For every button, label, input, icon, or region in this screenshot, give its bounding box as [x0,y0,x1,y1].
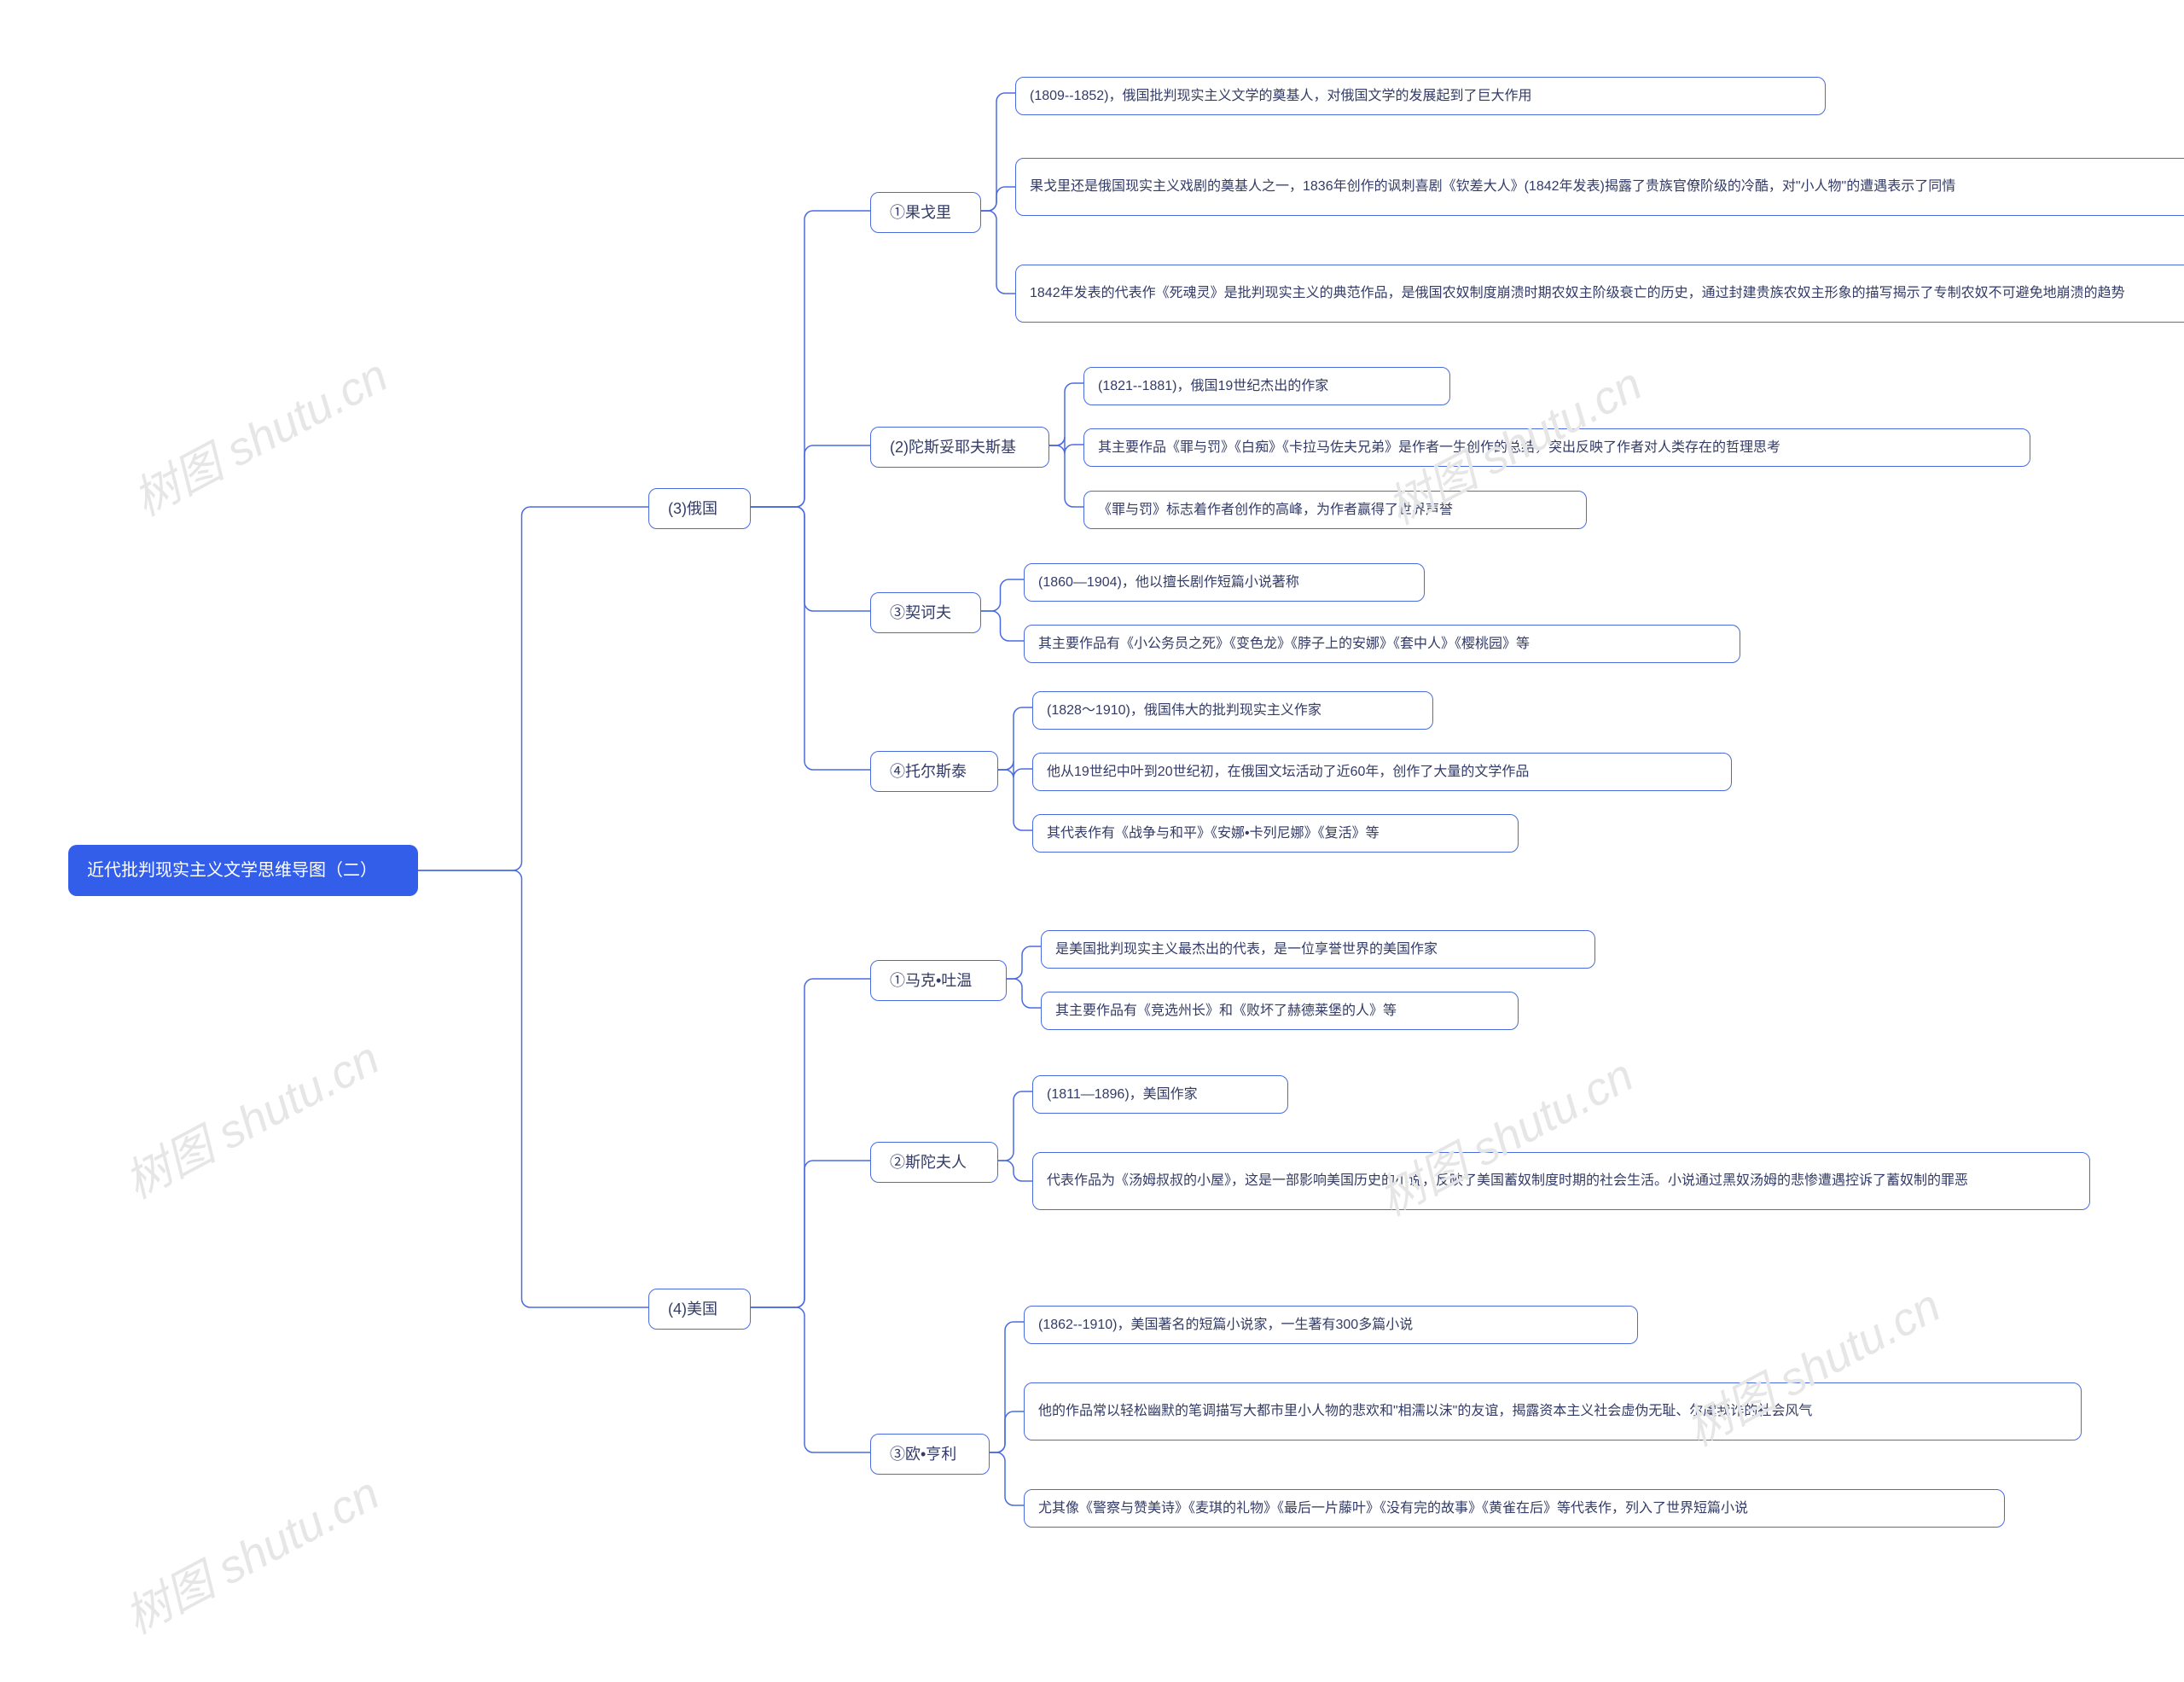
branch-stowe-label: ②斯陀夫人 [890,1151,967,1173]
branch-stowe: ②斯陀夫人 [870,1142,998,1183]
leaf-twain-1-label: 其主要作品有《竞选州长》和《败坏了赫德莱堡的人》等 [1055,1001,1397,1021]
leaf-gogol-1: 果戈里还是俄国现实主义戏剧的奠基人之一，1836年创作的讽刺喜剧《钦差大人》(1… [1015,158,2184,216]
leaf-gogol-2: 1842年发表的代表作《死魂灵》是批判现实主义的典范作品，是俄国农奴制度崩溃时期… [1015,265,2184,323]
leaf-stowe-0-label: (1811—1896)，美国作家 [1047,1085,1198,1104]
leaf-ohenry-1-label: 他的作品常以轻松幽默的笔调描写大都市里小人物的悲欢和"相濡以沫"的友谊，揭露资本… [1038,1401,1812,1421]
branch-dostoevsky: (2)陀斯妥耶夫斯基 [870,427,1049,468]
leaf-gogol-0: (1809--1852)，俄国批判现实主义文学的奠基人，对俄国文学的发展起到了巨… [1015,77,1826,115]
root-node-label: 近代批判现实主义文学思维导图（二） [87,858,377,883]
branch-usa-label: (4)美国 [668,1298,717,1320]
leaf-tolstoy-1: 他从19世纪中叶到20世纪初，在俄国文坛活动了近60年，创作了大量的文学作品 [1032,753,1732,791]
leaf-chekhov-0-label: (1860—1904)，他以擅长剧作短篇小说著称 [1038,573,1299,592]
leaf-twain-0-label: 是美国批判现实主义最杰出的代表，是一位享誉世界的美国作家 [1055,940,1438,959]
watermark: 树图 shutu.cn [119,338,398,528]
leaf-tolstoy-2: 其代表作有《战争与和平》《安娜•卡列尼娜》《复活》等 [1032,814,1519,853]
leaf-ohenry-2-label: 尤其像《警察与赞美诗》《麦琪的礼物》《最后一片藤叶》《没有完的故事》《黄雀在后》… [1038,1499,1748,1518]
leaf-chekhov-1: 其主要作品有《小公务员之死》《变色龙》《脖子上的安娜》《套中人》《樱桃园》等 [1024,625,1740,663]
leaf-tolstoy-1-label: 他从19世纪中叶到20世纪初，在俄国文坛活动了近60年，创作了大量的文学作品 [1047,762,1529,782]
watermark: 树图 shutu.cn [111,1021,389,1211]
leaf-tolstoy-0-label: (1828～1910)，俄国伟大的批判现实主义作家 [1047,701,1321,720]
leaf-chekhov-0: (1860—1904)，他以擅长剧作短篇小说著称 [1024,563,1425,602]
branch-ohenry: ③欧•亨利 [870,1434,990,1475]
leaf-dostoevsky-0-label: (1821--1881)，俄国19世纪杰出的作家 [1098,376,1328,396]
branch-tolstoy-label: ④托尔斯泰 [890,760,967,783]
leaf-stowe-0: (1811—1896)，美国作家 [1032,1075,1288,1114]
branch-usa: (4)美国 [648,1289,751,1330]
leaf-gogol-0-label: (1809--1852)，俄国批判现实主义文学的奠基人，对俄国文学的发展起到了巨… [1030,86,1532,106]
branch-russia: (3)俄国 [648,488,751,529]
root-node: 近代批判现实主义文学思维导图（二） [68,845,418,896]
leaf-twain-0: 是美国批判现实主义最杰出的代表，是一位享誉世界的美国作家 [1041,930,1595,969]
leaf-dostoevsky-2-label: 《罪与罚》标志着作者创作的高峰，为作者赢得了世界声誉 [1098,500,1453,520]
branch-gogol: ①果戈里 [870,192,981,233]
leaf-tolstoy-0: (1828～1910)，俄国伟大的批判现实主义作家 [1032,691,1433,730]
leaf-stowe-1-label: 代表作品为《汤姆叔叔的小屋》，这是一部影响美国历史的小说，反映了美国蓄奴制度时期… [1047,1171,1968,1190]
branch-chekhov: ③契诃夫 [870,592,981,633]
leaf-ohenry-0-label: (1862--1910)，美国著名的短篇小说家，一生著有300多篇小说 [1038,1315,1413,1335]
watermark: 树图 shutu.cn [111,1456,389,1646]
branch-russia-label: (3)俄国 [668,498,717,520]
branch-tolstoy: ④托尔斯泰 [870,751,998,792]
leaf-twain-1: 其主要作品有《竞选州长》和《败坏了赫德莱堡的人》等 [1041,992,1519,1030]
branch-gogol-label: ①果戈里 [890,201,951,224]
leaf-ohenry-1: 他的作品常以轻松幽默的笔调描写大都市里小人物的悲欢和"相濡以沫"的友谊，揭露资本… [1024,1382,2082,1440]
branch-chekhov-label: ③契诃夫 [890,602,951,624]
leaf-ohenry-0: (1862--1910)，美国著名的短篇小说家，一生著有300多篇小说 [1024,1306,1638,1344]
branch-ohenry-label: ③欧•亨利 [890,1443,956,1465]
leaf-ohenry-2: 尤其像《警察与赞美诗》《麦琪的礼物》《最后一片藤叶》《没有完的故事》《黄雀在后》… [1024,1489,2005,1528]
leaf-gogol-2-label: 1842年发表的代表作《死魂灵》是批判现实主义的典范作品，是俄国农奴制度崩溃时期… [1030,283,2125,303]
branch-twain-label: ①马克•吐温 [890,969,972,992]
leaf-dostoevsky-2: 《罪与罚》标志着作者创作的高峰，为作者赢得了世界声誉 [1083,491,1587,529]
leaf-chekhov-1-label: 其主要作品有《小公务员之死》《变色龙》《脖子上的安娜》《套中人》《樱桃园》等 [1038,634,1530,654]
leaf-gogol-1-label: 果戈里还是俄国现实主义戏剧的奠基人之一，1836年创作的讽刺喜剧《钦差大人》(1… [1030,177,1955,196]
branch-dostoevsky-label: (2)陀斯妥耶夫斯基 [890,436,1016,458]
leaf-dostoevsky-0: (1821--1881)，俄国19世纪杰出的作家 [1083,367,1450,405]
leaf-tolstoy-2-label: 其代表作有《战争与和平》《安娜•卡列尼娜》《复活》等 [1047,824,1380,843]
branch-twain: ①马克•吐温 [870,960,1007,1001]
leaf-dostoevsky-1-label: 其主要作品《罪与罚》《白痴》《卡拉马佐夫兄弟》是作者一生创作的总结，突出反映了作… [1098,438,1780,457]
leaf-dostoevsky-1: 其主要作品《罪与罚》《白痴》《卡拉马佐夫兄弟》是作者一生创作的总结，突出反映了作… [1083,428,2030,467]
leaf-stowe-1: 代表作品为《汤姆叔叔的小屋》，这是一部影响美国历史的小说，反映了美国蓄奴制度时期… [1032,1152,2090,1210]
